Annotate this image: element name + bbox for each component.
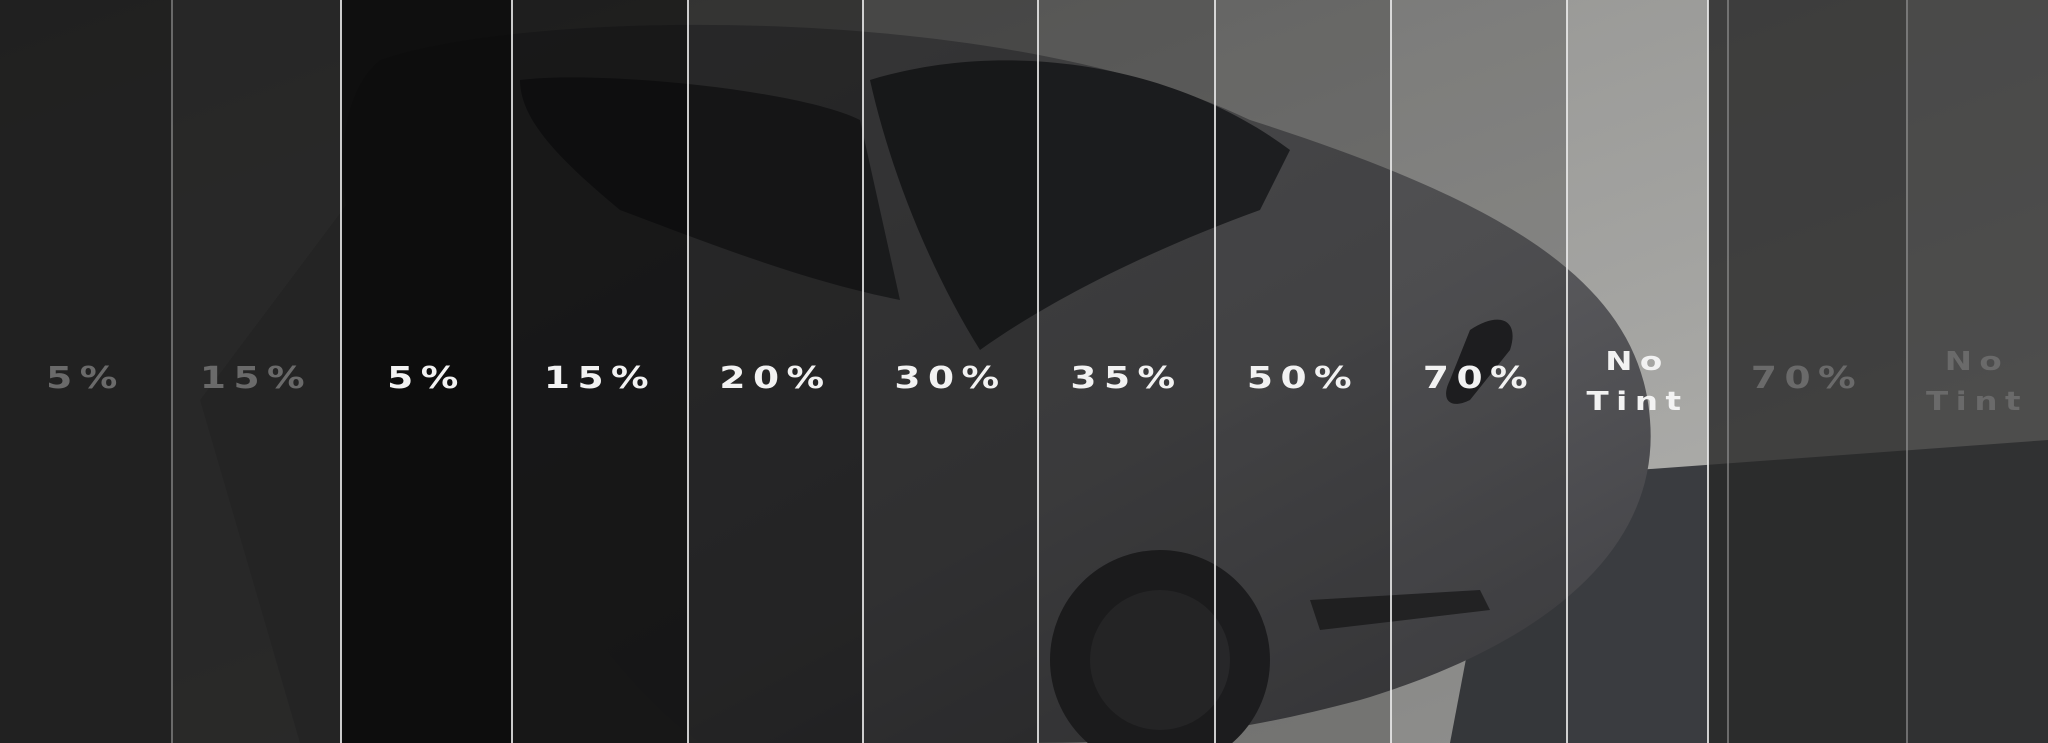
strip-divider bbox=[1566, 0, 1568, 743]
tint-label: 5% bbox=[46, 361, 125, 396]
tint-strip-15-sample: 15% bbox=[171, 0, 341, 743]
strip-divider bbox=[171, 0, 173, 743]
tint-label-line2: Tint bbox=[1586, 387, 1689, 417]
strip-divider bbox=[340, 0, 342, 743]
tint-label: 35% bbox=[1070, 361, 1183, 396]
tint-strip-no-tint-sample: No Tint bbox=[1906, 0, 2048, 743]
tint-label-line1: No bbox=[1605, 347, 1670, 377]
tint-strip-15: 15% bbox=[512, 0, 688, 743]
strip-divider bbox=[1906, 0, 1908, 743]
tint-label: 50% bbox=[1246, 361, 1360, 396]
tint-label-line1: No bbox=[1944, 347, 2010, 377]
tint-label: 15% bbox=[543, 361, 657, 396]
tint-label: 70% bbox=[1422, 361, 1536, 396]
strip-divider bbox=[687, 0, 689, 743]
strip-divider bbox=[1037, 0, 1039, 743]
tint-strip-5: 5% bbox=[341, 0, 512, 743]
tint-label: 20% bbox=[719, 361, 832, 396]
tint-label: No Tint bbox=[1888, 342, 2048, 422]
strip-divider bbox=[1214, 0, 1216, 743]
tint-strip-no-tint: No Tint bbox=[1567, 0, 1708, 743]
headlight bbox=[1310, 590, 1490, 630]
tint-strip-70-sample: 70% bbox=[1708, 0, 1906, 743]
tint-strip-70: 70% bbox=[1391, 0, 1567, 743]
strip-divider bbox=[1390, 0, 1392, 743]
tint-strip-50: 50% bbox=[1215, 0, 1391, 743]
tint-strip-20: 20% bbox=[688, 0, 863, 743]
strip-divider bbox=[511, 0, 513, 743]
tint-label-line2: Tint bbox=[1926, 387, 2028, 417]
strip-divider bbox=[1707, 0, 1709, 743]
tint-strip-30: 30% bbox=[863, 0, 1038, 743]
hood-scoop bbox=[1446, 319, 1513, 404]
tint-strip-5-sample: 5% bbox=[0, 0, 171, 743]
tint-label: 5% bbox=[387, 361, 466, 396]
tint-label: 15% bbox=[199, 361, 313, 396]
strip-divider bbox=[862, 0, 864, 743]
tint-label: No Tint bbox=[1549, 342, 1725, 422]
tint-strip-35: 35% bbox=[1038, 0, 1215, 743]
tint-label: 70% bbox=[1750, 361, 1864, 396]
tint-label: 30% bbox=[894, 361, 1007, 396]
strip-divider bbox=[1727, 0, 1729, 743]
